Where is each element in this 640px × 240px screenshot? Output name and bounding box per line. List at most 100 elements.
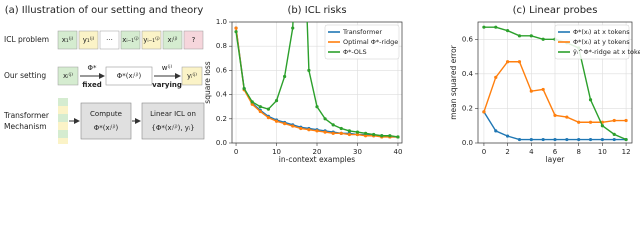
y-tick-label: 0.4 xyxy=(462,70,474,78)
x-tick-label: 0 xyxy=(482,148,486,156)
chart: (c) Linear probes layer mean squared error… xyxy=(449,5,640,164)
point xyxy=(506,134,510,138)
x-tick-label: 0 xyxy=(234,148,238,156)
x-tick-label: 10 xyxy=(272,148,281,156)
row-label: Transformer xyxy=(3,111,50,120)
point xyxy=(283,74,287,79)
point xyxy=(291,124,295,128)
point xyxy=(380,134,384,138)
point xyxy=(565,115,569,119)
x-tick-label: 4 xyxy=(529,148,534,156)
point xyxy=(266,115,271,120)
y-tick-label: 0.6 xyxy=(462,35,474,43)
point xyxy=(517,137,522,142)
chart: (b) ICL risks in-context examples square l… xyxy=(203,5,403,164)
point xyxy=(588,98,593,102)
token: x₁⁽ʲ⁾ xyxy=(62,36,74,44)
x-tick-label: 40 xyxy=(393,148,402,156)
point xyxy=(577,137,581,142)
token-box xyxy=(181,66,203,86)
step-box xyxy=(141,102,205,140)
token: yᵢ⁽ʲ⁾ xyxy=(187,72,197,80)
point xyxy=(517,34,522,38)
legend-label: Φ*(xᵢ) at y tokens xyxy=(573,38,630,46)
point xyxy=(600,137,604,142)
map-note: fixed xyxy=(82,81,101,89)
weight-label: w⁽ʲ⁾ xyxy=(162,64,173,72)
point xyxy=(347,129,351,133)
point xyxy=(315,105,319,109)
point xyxy=(612,137,616,142)
plot-frame xyxy=(477,21,633,144)
y-tick-label: 0.0 xyxy=(216,139,227,147)
x-tick-label: 20 xyxy=(313,148,322,156)
chart-title: (c) Linear probes xyxy=(513,5,598,16)
point xyxy=(258,109,262,114)
legend-label: ŷᵢ^Φ*-ridge at x tokens xyxy=(573,48,640,56)
point xyxy=(624,137,628,142)
point xyxy=(494,25,498,29)
point xyxy=(541,137,545,142)
point xyxy=(565,137,569,142)
point xyxy=(529,34,533,38)
point xyxy=(323,117,327,121)
point xyxy=(372,132,376,137)
row-label: ICL problem xyxy=(4,35,49,44)
page: (a) Illustration of our setting and theo… xyxy=(3,5,640,164)
point xyxy=(307,68,311,72)
token-stripe xyxy=(58,98,68,144)
point xyxy=(588,137,593,142)
token-box xyxy=(57,66,79,86)
point xyxy=(553,113,557,117)
token-box xyxy=(78,30,99,50)
weight-note: varying xyxy=(152,81,182,89)
point xyxy=(331,131,335,135)
y-axis-label: square loss xyxy=(203,61,212,104)
x-tick-label: 30 xyxy=(353,148,362,156)
step-text: Linear ICL on xyxy=(150,110,196,118)
panel-title: (a) Illustration of our setting and theo… xyxy=(5,5,204,16)
x-tick-label: 6 xyxy=(553,148,558,156)
point xyxy=(339,131,343,135)
token-box xyxy=(183,30,204,50)
point xyxy=(250,102,254,106)
point xyxy=(529,89,533,93)
legend: Transformer Optimal Φ*-ridge Φ*-OLS xyxy=(324,24,400,60)
point xyxy=(307,128,311,132)
legend-label: Φ*(xᵢ) at x tokens xyxy=(573,28,630,36)
y-tick-label: 0.2 xyxy=(216,115,227,123)
token: ··· xyxy=(106,36,113,44)
step-text: Φ*(xᵢ⁽ʲ⁾) xyxy=(94,124,119,132)
token: xᵢ₋₁⁽ʲ⁾ xyxy=(122,36,139,44)
token: yᵢ₋₁⁽ʲ⁾ xyxy=(143,36,160,44)
point xyxy=(266,107,271,111)
point xyxy=(529,137,533,142)
point xyxy=(274,119,279,123)
token-box xyxy=(99,30,120,50)
y-tick-label: 0.2 xyxy=(462,104,473,112)
token-box xyxy=(120,30,141,50)
legend-box xyxy=(324,24,400,60)
point xyxy=(624,118,628,123)
x-tick-label: 10 xyxy=(598,148,607,156)
y-axis-label: mean squared error xyxy=(449,44,458,119)
point xyxy=(250,100,254,104)
feature: Φ*(xᵢ⁽ʲ⁾) xyxy=(117,72,142,80)
plot-frame xyxy=(231,21,403,144)
legend-box xyxy=(554,24,630,60)
panel-a: (a) Illustration of our setting and theo… xyxy=(3,5,205,144)
point xyxy=(347,132,351,137)
point xyxy=(323,130,327,134)
point xyxy=(258,105,262,109)
point xyxy=(274,99,279,103)
point xyxy=(299,126,303,131)
y-tick-label: 0.8 xyxy=(216,42,227,50)
feature-box xyxy=(105,66,153,86)
point xyxy=(494,129,498,133)
point xyxy=(588,120,593,124)
point xyxy=(612,132,616,136)
token: y₁⁽ʲ⁾ xyxy=(83,36,95,44)
legend-label: Transformer xyxy=(342,28,382,36)
token-row: x₁⁽ʲ⁾ y₁⁽ʲ⁾ ··· xᵢ₋₁⁽ʲ⁾ yᵢ₋₁⁽ʲ⁾ xᵢ⁽ʲ⁾? xyxy=(57,30,204,50)
point xyxy=(339,126,343,131)
